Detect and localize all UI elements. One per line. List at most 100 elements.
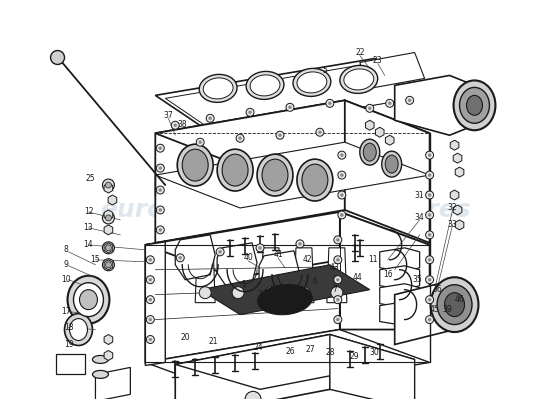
Text: 27: 27 [305,345,315,354]
Ellipse shape [222,154,248,186]
Circle shape [256,244,264,252]
Polygon shape [104,183,113,193]
Circle shape [316,128,324,136]
Polygon shape [450,190,459,200]
Polygon shape [104,210,113,220]
Polygon shape [155,100,345,243]
Circle shape [426,171,433,179]
Ellipse shape [177,144,213,186]
Ellipse shape [246,72,284,99]
Text: 33: 33 [448,220,458,230]
Circle shape [338,151,346,159]
Circle shape [156,186,164,194]
Circle shape [318,131,321,134]
Circle shape [426,151,433,159]
Circle shape [337,298,339,301]
Text: 39: 39 [443,305,453,314]
Circle shape [337,318,339,321]
Text: 25: 25 [86,174,95,182]
Text: 46: 46 [455,295,464,304]
Circle shape [106,245,112,251]
Ellipse shape [444,293,465,316]
Circle shape [199,141,202,144]
Text: 31: 31 [415,190,425,200]
Text: 43: 43 [330,263,340,272]
Ellipse shape [92,356,108,364]
Circle shape [208,117,212,120]
Circle shape [288,106,292,109]
Circle shape [206,114,214,122]
Circle shape [146,296,155,304]
Circle shape [366,104,374,112]
Circle shape [334,236,342,244]
Ellipse shape [364,143,376,161]
Circle shape [232,287,244,299]
Polygon shape [175,334,415,389]
Text: 37: 37 [163,111,173,120]
Circle shape [426,276,433,284]
Circle shape [340,214,343,216]
Circle shape [428,233,431,236]
Ellipse shape [340,66,378,94]
Ellipse shape [385,155,398,173]
Circle shape [428,174,431,176]
Text: 16: 16 [383,270,393,279]
Polygon shape [379,284,420,308]
Text: 12: 12 [84,208,93,216]
Polygon shape [217,243,257,288]
Text: 40: 40 [243,253,253,262]
Circle shape [428,214,431,216]
Ellipse shape [302,164,328,196]
Circle shape [408,99,411,102]
Text: 8: 8 [63,245,68,254]
Circle shape [174,124,177,127]
Circle shape [426,191,433,199]
Polygon shape [145,330,430,395]
Text: 17: 17 [60,307,70,316]
Circle shape [426,211,433,219]
Circle shape [216,248,224,256]
Circle shape [219,250,222,253]
Polygon shape [386,135,394,145]
Polygon shape [455,167,464,177]
Text: 38: 38 [178,120,187,129]
Circle shape [299,242,301,245]
Polygon shape [345,100,430,243]
Polygon shape [155,142,430,208]
Text: 11: 11 [368,255,377,264]
Ellipse shape [437,285,472,324]
Text: 41: 41 [273,250,283,259]
Text: 28: 28 [325,348,334,357]
Text: 18: 18 [64,323,73,332]
Text: 22: 22 [355,48,365,57]
Text: 15: 15 [91,255,100,264]
Circle shape [146,256,155,264]
Circle shape [146,316,155,324]
Circle shape [199,287,211,299]
Circle shape [331,287,343,299]
Ellipse shape [217,149,253,191]
Polygon shape [340,212,430,330]
Ellipse shape [431,277,478,332]
Text: 4: 4 [293,295,298,304]
Circle shape [149,298,152,301]
Polygon shape [455,220,464,230]
Text: 5: 5 [322,66,327,75]
Circle shape [326,99,334,107]
Polygon shape [453,153,462,163]
Text: 7: 7 [332,285,337,294]
Circle shape [276,131,284,139]
Polygon shape [145,212,340,362]
Text: 14: 14 [84,240,94,249]
Ellipse shape [92,370,108,378]
Circle shape [337,258,339,261]
Circle shape [106,262,112,268]
Text: 32: 32 [448,204,458,212]
Polygon shape [104,260,113,270]
Ellipse shape [69,318,87,340]
Circle shape [386,99,394,107]
Circle shape [159,147,162,150]
Text: 20: 20 [180,333,190,342]
Circle shape [146,336,155,344]
Text: 29: 29 [350,352,360,361]
